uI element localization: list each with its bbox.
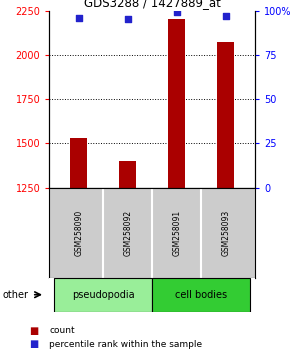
Bar <box>152 278 250 312</box>
Point <box>76 15 81 21</box>
Text: GSM258090: GSM258090 <box>74 210 83 256</box>
Point <box>175 10 179 15</box>
Bar <box>168 19 185 188</box>
Point <box>224 13 228 19</box>
Bar <box>119 161 136 188</box>
Bar <box>70 138 87 188</box>
Text: count: count <box>49 326 75 336</box>
Bar <box>54 278 152 312</box>
Text: other: other <box>3 290 29 300</box>
Text: pseudopodia: pseudopodia <box>72 290 135 300</box>
Text: percentile rank within the sample: percentile rank within the sample <box>49 339 202 349</box>
Text: GSM258093: GSM258093 <box>221 210 230 256</box>
Point <box>125 17 130 22</box>
Text: ■: ■ <box>29 326 38 336</box>
Bar <box>217 42 234 188</box>
Text: ■: ■ <box>29 339 38 349</box>
Title: GDS3288 / 1427889_at: GDS3288 / 1427889_at <box>84 0 221 10</box>
Text: GSM258091: GSM258091 <box>172 210 181 256</box>
Text: cell bodies: cell bodies <box>175 290 227 300</box>
Text: GSM258092: GSM258092 <box>123 210 132 256</box>
